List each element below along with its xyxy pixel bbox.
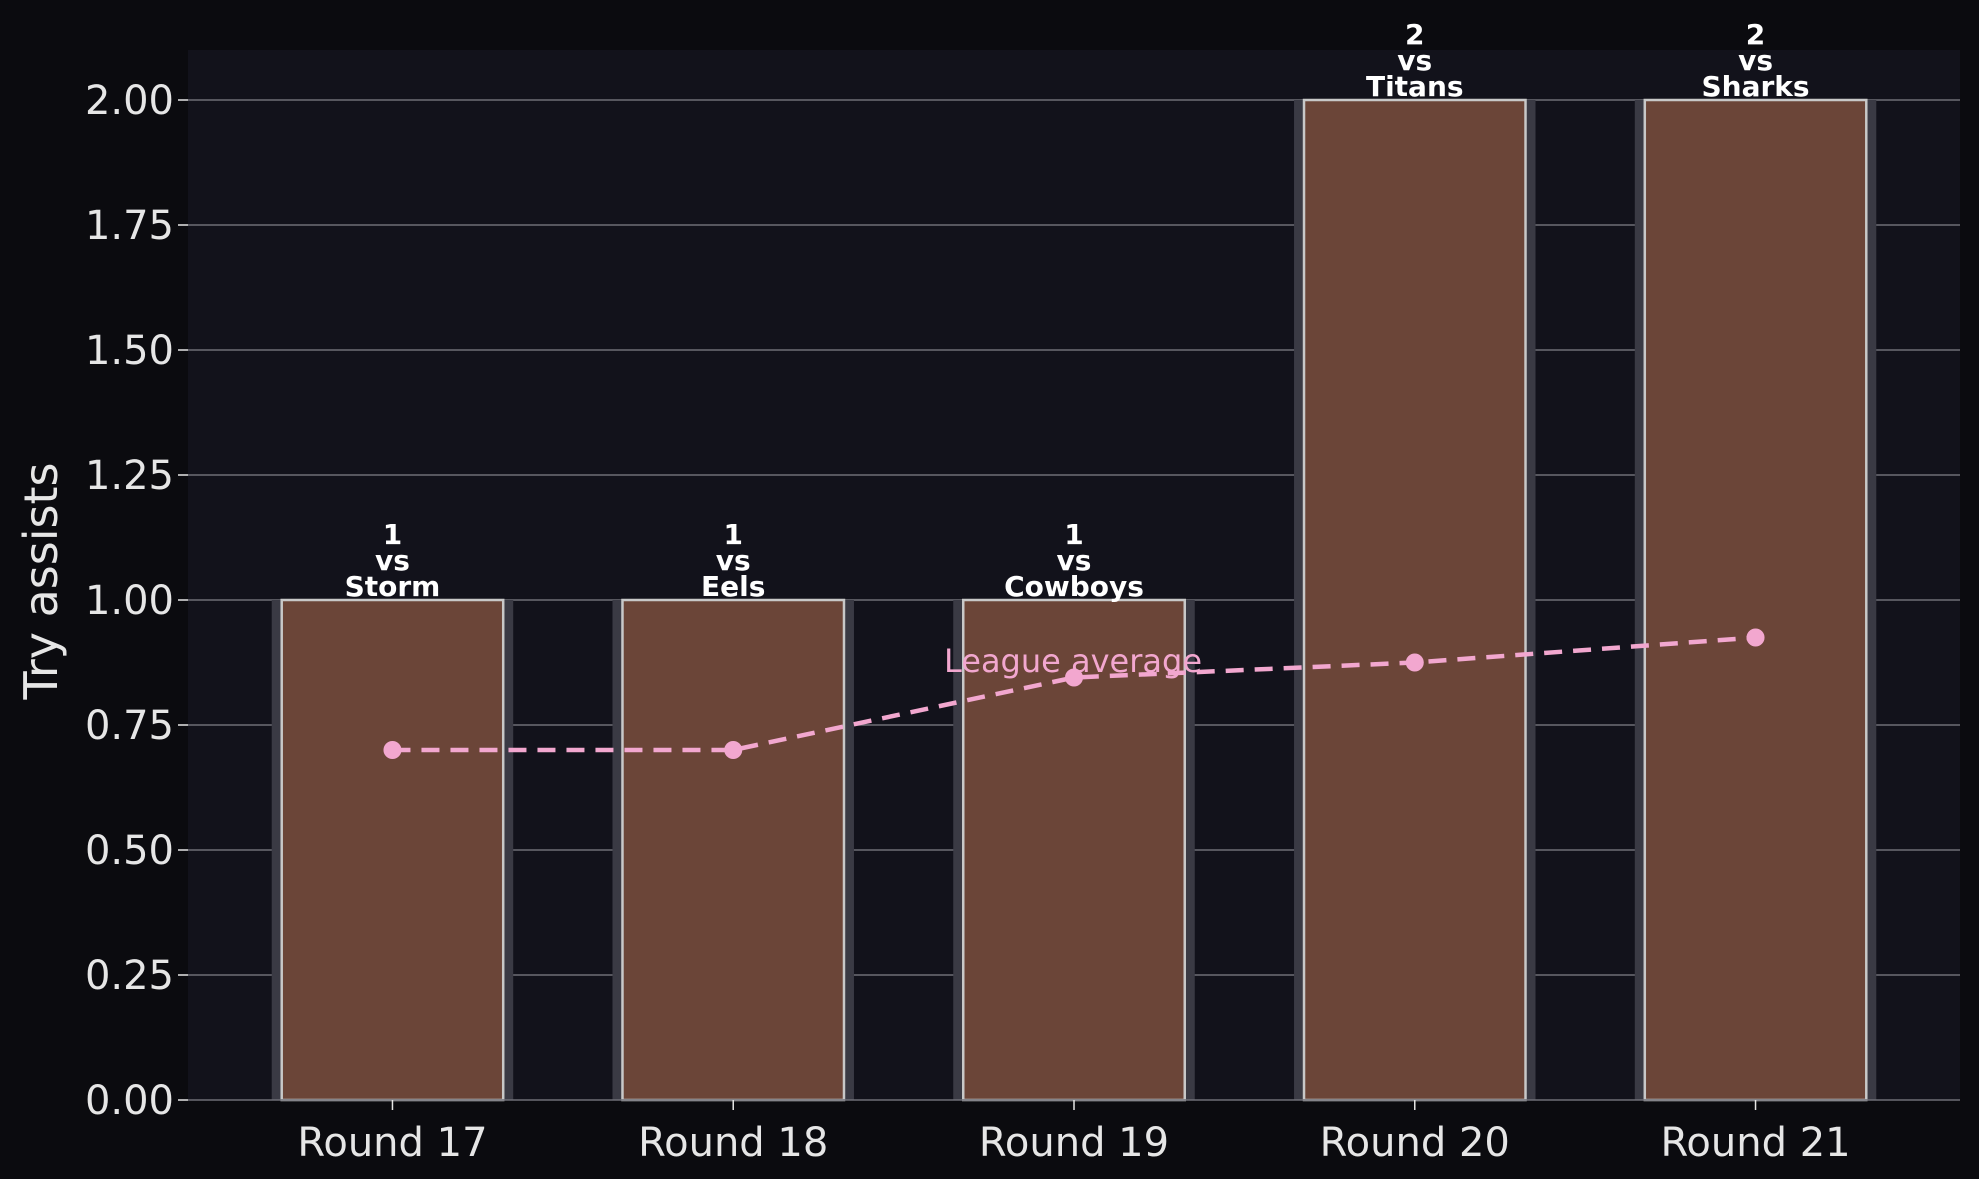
y-tick-label: 0.75 xyxy=(85,703,174,749)
bar xyxy=(621,598,846,1102)
bar-data-label: 2 xyxy=(1746,18,1765,51)
bar-data-label: Titans xyxy=(1366,70,1464,103)
bar-data-label: vs xyxy=(716,544,751,577)
bar-data-label: vs xyxy=(1057,544,1092,577)
bar-data-label: Storm xyxy=(345,570,441,603)
x-tick-label: Round 17 xyxy=(297,1120,487,1166)
bar-data-label: vs xyxy=(375,544,410,577)
bar-data-label: vs xyxy=(1738,44,1773,77)
bar xyxy=(1302,98,1527,1102)
bar-data-label: 2 xyxy=(1405,18,1424,51)
x-tick-label: Round 21 xyxy=(1660,1120,1850,1166)
bar-labels: 1vsStorm1vsEels1vsCowboys2vsTitans2vsSha… xyxy=(345,18,1810,603)
y-tick-label: 1.75 xyxy=(85,203,174,249)
bar-data-label: Cowboys xyxy=(1004,570,1144,603)
average-point xyxy=(1405,653,1424,672)
bar-data-label: Eels xyxy=(701,570,765,603)
average-point xyxy=(383,741,402,759)
average-point xyxy=(1746,628,1765,647)
bar-data-label: vs xyxy=(1397,44,1432,77)
bars xyxy=(271,98,1877,1102)
y-tick-label: 1.25 xyxy=(85,453,174,499)
x-tick-label: Round 18 xyxy=(638,1120,828,1166)
average-point xyxy=(1065,668,1083,687)
y-tick-label: 1.50 xyxy=(85,328,174,374)
average-point xyxy=(724,741,743,759)
bar-data-label: Sharks xyxy=(1701,70,1809,103)
bar xyxy=(1643,98,1868,1102)
x-tick-label: Round 19 xyxy=(979,1120,1169,1166)
y-tick-label: 0.50 xyxy=(85,828,174,874)
y-tick-label: 1.00 xyxy=(85,578,174,624)
league-average-line xyxy=(383,628,1765,759)
bar xyxy=(280,598,505,1102)
bar-data-label: 1 xyxy=(1064,518,1083,551)
y-tick-label: 0.00 xyxy=(85,1078,174,1124)
axes: 0.00 0.25 0.50 0.75 1.00 1.25 1.50 1.75 2.00 Roun… xyxy=(85,78,1960,1166)
y-tick-label: 2.00 xyxy=(85,78,174,124)
bar-data-label: 1 xyxy=(383,518,402,551)
y-axis-title: Try assists xyxy=(14,463,68,701)
league-average-label: League average xyxy=(944,642,1202,680)
bar-data-label: 1 xyxy=(723,518,742,551)
y-tick-label: 0.25 xyxy=(85,953,174,999)
x-tick-label: Round 20 xyxy=(1320,1120,1510,1166)
average-line-path xyxy=(392,635,1756,753)
